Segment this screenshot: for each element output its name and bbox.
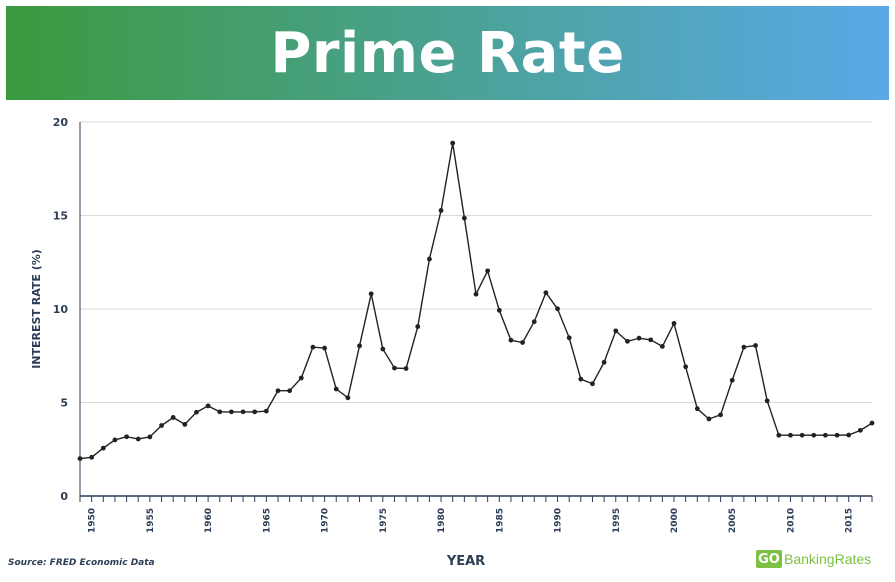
- data-point: [811, 432, 817, 438]
- data-point: [89, 454, 95, 460]
- data-point: [287, 388, 293, 394]
- x-tick-label: 1975: [379, 508, 389, 533]
- data-point: [450, 140, 456, 146]
- data-point: [194, 409, 199, 415]
- data-point: [753, 343, 758, 348]
- data-point: [601, 359, 607, 365]
- x-tick-label: 1970: [321, 508, 331, 533]
- y-tick-label: 20: [53, 116, 69, 129]
- data-point: [869, 420, 875, 426]
- data-point: [857, 427, 863, 433]
- data-point: [368, 291, 374, 297]
- data-point: [683, 364, 689, 370]
- data-point: [485, 268, 491, 274]
- x-tick-label: 1990: [554, 508, 564, 533]
- x-tick-label: 1955: [146, 508, 156, 533]
- brand-logo: GO BankingRates: [756, 549, 871, 569]
- data-point: [846, 432, 852, 438]
- data-point: [415, 324, 421, 329]
- data-point: [170, 415, 176, 420]
- data-point: [648, 337, 654, 343]
- data-point: [671, 320, 677, 326]
- data-point: [263, 408, 269, 414]
- y-tick-label: 0: [60, 490, 68, 503]
- data-point: [473, 291, 479, 297]
- data-point: [135, 436, 141, 442]
- data-point: [543, 290, 549, 296]
- x-tick-label: 1995: [612, 508, 622, 533]
- data-point: [100, 445, 106, 451]
- data-point: [147, 434, 153, 440]
- data-point: [229, 409, 234, 415]
- data-point: [380, 346, 386, 352]
- data-point: [659, 344, 665, 349]
- x-tick-label: 2010: [786, 508, 796, 533]
- data-point: [496, 307, 502, 313]
- data-point: [298, 375, 304, 381]
- data-point: [718, 412, 723, 418]
- data-point: [461, 215, 467, 221]
- data-point: [776, 432, 782, 438]
- data-point: [555, 306, 560, 312]
- data-point: [345, 395, 351, 401]
- data-point: [182, 421, 188, 427]
- x-tick-label: 1965: [262, 508, 272, 533]
- data-point: [625, 338, 630, 344]
- data-point: [438, 208, 444, 213]
- data-point: [205, 403, 211, 409]
- data-point: [613, 328, 619, 334]
- y-tick-label: 10: [53, 303, 69, 316]
- x-tick-label: 1950: [88, 508, 98, 533]
- data-point: [799, 432, 805, 438]
- x-tick-label: 1980: [437, 508, 447, 533]
- data-point: [706, 416, 712, 422]
- data-point: [77, 456, 83, 461]
- source-note: Source: FRED Economic Data: [8, 558, 155, 568]
- series-line: [79, 142, 873, 460]
- data-point: [275, 388, 281, 394]
- brand-name: BankingRates: [784, 551, 872, 567]
- data-point: [357, 343, 362, 349]
- data-point: [252, 409, 258, 415]
- data-point: [508, 337, 514, 343]
- x-tick-label: 1960: [204, 508, 214, 533]
- data-point: [741, 344, 747, 350]
- x-tick-label: 1985: [495, 508, 505, 533]
- data-point: [240, 409, 246, 415]
- title-banner: Prime Rate: [6, 6, 889, 100]
- x-tick-label: 2015: [845, 508, 855, 533]
- data-point: [159, 423, 164, 428]
- data-point: [333, 386, 339, 392]
- data-point: [823, 432, 828, 438]
- x-tick-label: 2000: [670, 508, 680, 533]
- data-point: [112, 437, 118, 443]
- data-point: [310, 344, 316, 350]
- data-point: [636, 335, 642, 341]
- x-tick-label: 2005: [728, 508, 738, 533]
- data-point: [520, 340, 525, 345]
- data-point: [531, 319, 537, 325]
- data-point: [764, 398, 770, 404]
- page-title: Prime Rate: [270, 20, 625, 86]
- data-point: [834, 432, 840, 438]
- data-point: [788, 432, 793, 438]
- data-point: [729, 377, 735, 383]
- y-tick-label: 5: [60, 397, 68, 410]
- data-point: [590, 381, 595, 387]
- data-point: [124, 434, 129, 440]
- data-point: [694, 406, 700, 412]
- data-point: [427, 256, 432, 262]
- data-point: [578, 376, 584, 382]
- data-point: [403, 366, 409, 371]
- y-axis-title: INTEREST RATE (%): [30, 249, 43, 369]
- y-tick-label: 15: [53, 210, 68, 223]
- x-axis-title: YEAR: [446, 554, 485, 569]
- data-point: [566, 335, 572, 341]
- data-point: [322, 345, 327, 351]
- data-point: [392, 365, 397, 371]
- data-point: [217, 409, 223, 415]
- brand-mark: GO: [756, 550, 782, 568]
